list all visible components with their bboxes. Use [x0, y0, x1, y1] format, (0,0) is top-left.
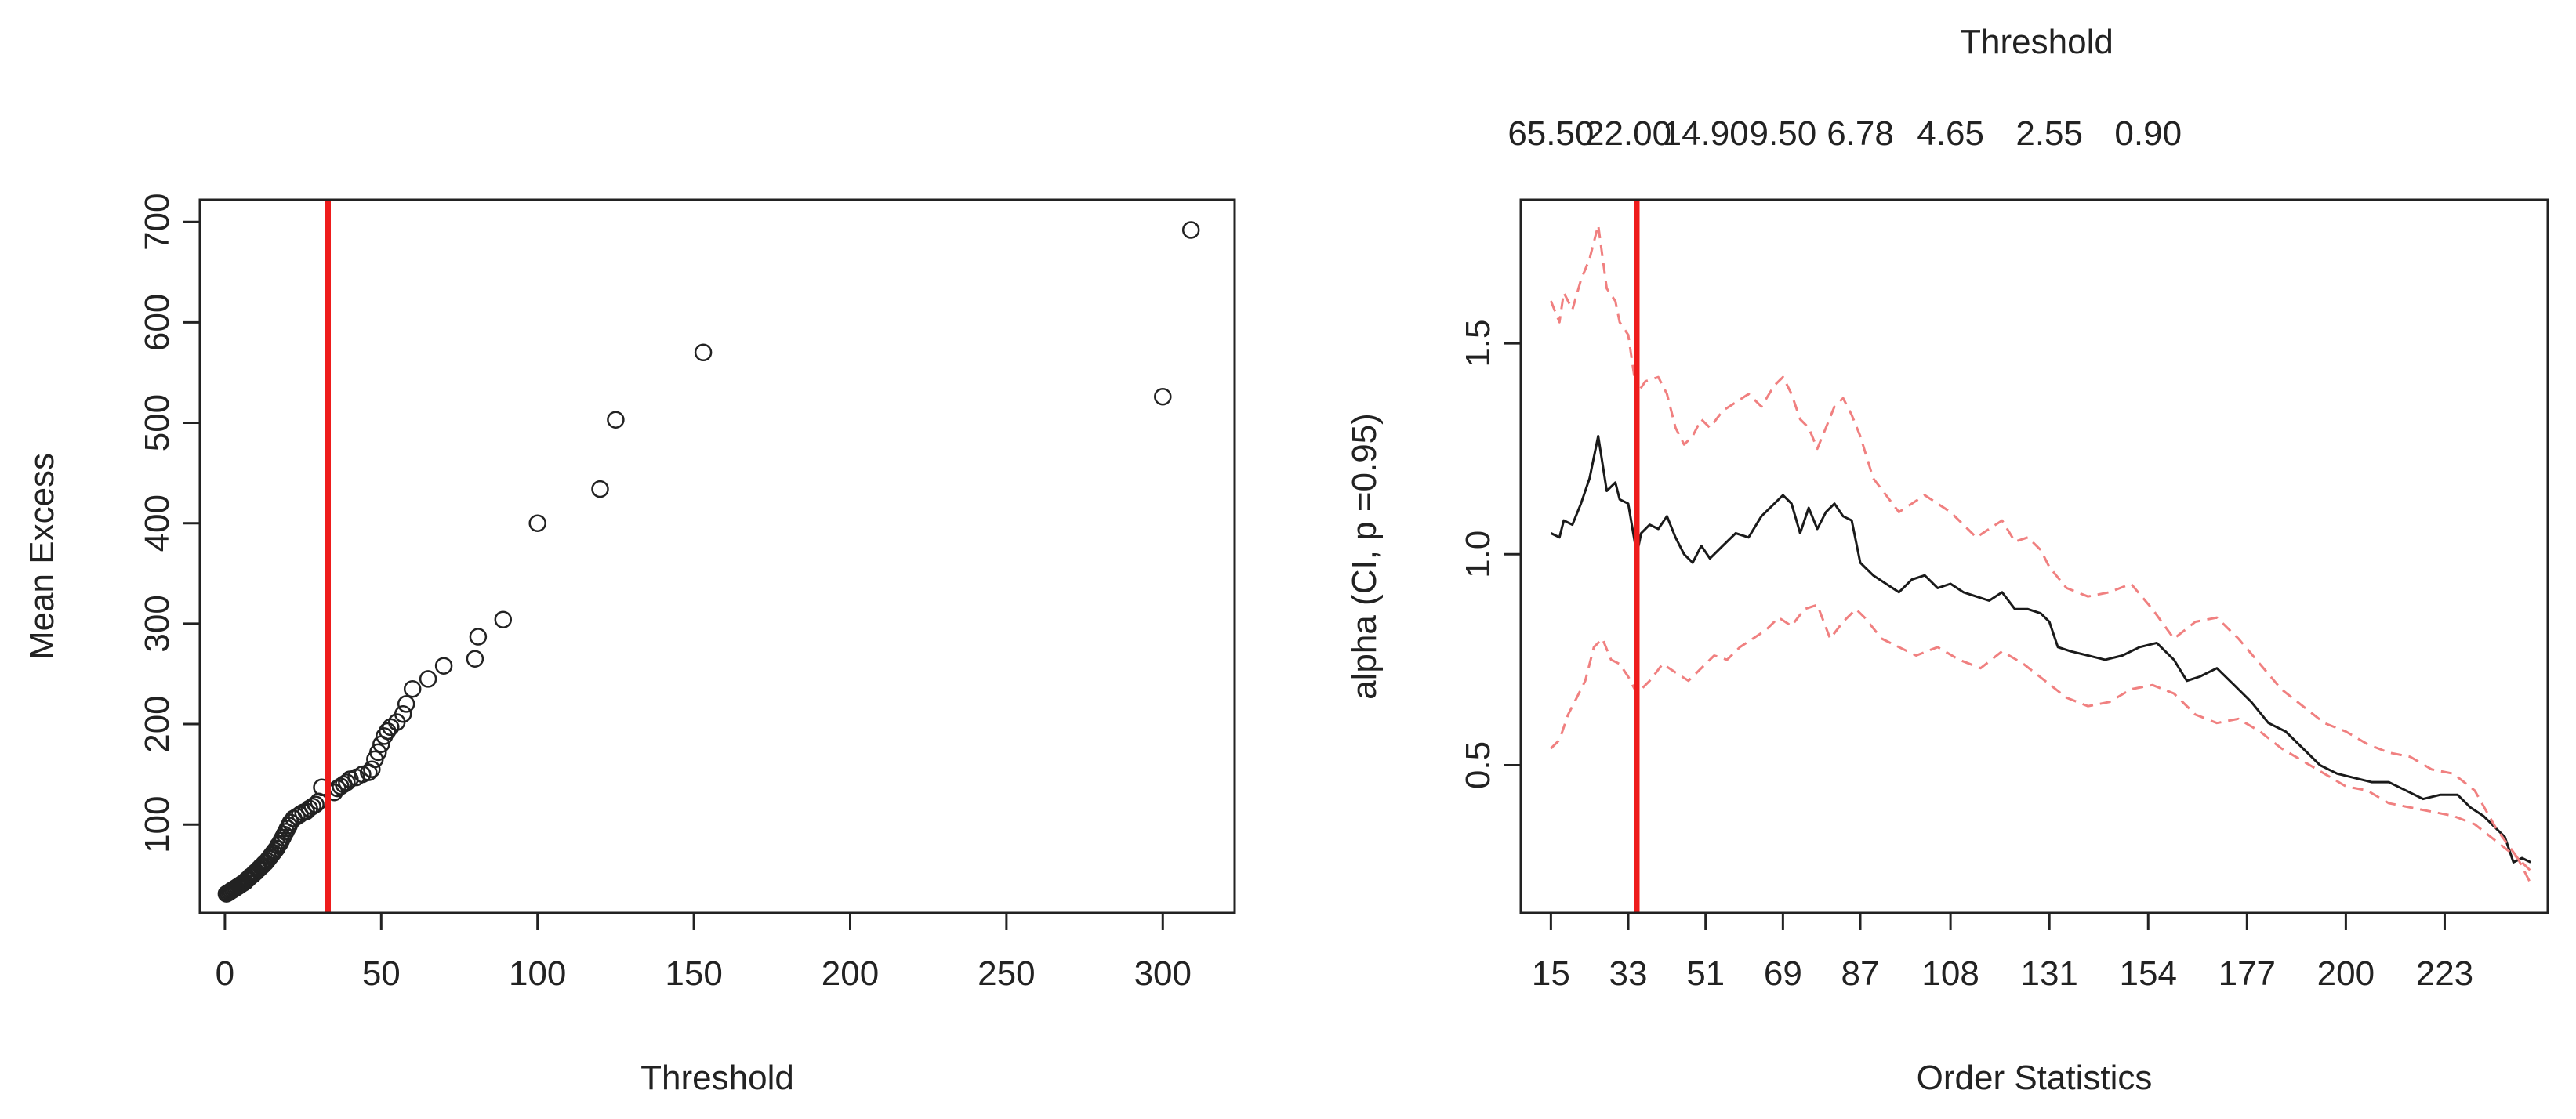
right-top-tick-label: 14.90: [1663, 114, 1749, 153]
right-y-tick-label: 0.5: [1459, 741, 1497, 789]
left-y-tick-label: 600: [138, 294, 176, 351]
hill-series-estimate: [1550, 435, 2531, 864]
mean-excess-point: [434, 657, 453, 675]
right-top-tick-label: 4.65: [1917, 114, 1984, 153]
mean-excess-point: [382, 718, 400, 737]
left-x-tick-label: 100: [509, 954, 566, 993]
left-x-tick-label: 250: [978, 954, 1035, 993]
right-plot-frame: [1519, 198, 2549, 914]
left-x-tick-label: 0: [216, 954, 234, 993]
mean-excess-point: [307, 795, 325, 813]
right-y-tick-label: 1.5: [1459, 319, 1497, 367]
left-x-ticks: 0 50 100 150 200 250 300: [216, 913, 1192, 993]
left-y-tick-label: 100: [138, 796, 176, 853]
right-x-tick-label: 69: [1764, 954, 1802, 993]
right-x-tick-label: 15: [1532, 954, 1570, 993]
right-y-axis-label: alpha (CI, p =0.95): [1345, 413, 1384, 700]
right-top-tick-label: 6.78: [1827, 114, 1894, 153]
mean-excess-point: [466, 650, 484, 668]
right-top-tick-label: 0.90: [2114, 114, 2182, 153]
left-y-tick-label: 200: [138, 695, 176, 752]
mean-excess-point: [403, 679, 422, 698]
right-x-ticks: 15 33 51 69 87 108 131 154 177 200 223: [1532, 913, 2473, 993]
left-y-tick-label: 500: [138, 394, 176, 451]
right-top-tick-label: 2.55: [2015, 114, 2083, 153]
right-x-tick-label: 223: [2416, 954, 2473, 993]
mean-excess-point: [363, 760, 381, 778]
left-x-tick-label: 300: [1134, 954, 1192, 993]
right-x-tick-label: 108: [1921, 954, 1979, 993]
mean-excess-point: [394, 704, 412, 723]
mean-excess-point: [1181, 221, 1200, 239]
right-x-tick-label: 51: [1686, 954, 1725, 993]
mean-excess-point: [591, 480, 609, 498]
left-y-ticks: 100 200 300 400 500 600 700: [138, 193, 200, 853]
mean-excess-point: [607, 411, 625, 429]
mean-excess-point: [303, 797, 321, 816]
right-x-tick-label: 154: [2120, 954, 2177, 993]
right-y-ticks: 0.5 1.0 1.5: [1459, 319, 1521, 789]
right-x-tick-label: 131: [2020, 954, 2077, 993]
left-y-tick-label: 300: [138, 595, 176, 652]
left-plot-frame: [198, 198, 1236, 914]
left-x-tick-label: 50: [362, 954, 401, 993]
right-y-tick-label: 1.0: [1459, 531, 1497, 578]
mean-excess-points: [217, 221, 1200, 903]
mean-excess-panel: 0 50 100 150 200 250 300 100 200 300 400 500 600 700…: [23, 193, 1236, 1097]
right-x-tick-label: 177: [2219, 954, 2276, 993]
mean-excess-point: [397, 695, 415, 713]
left-x-axis-label: Threshold: [640, 1059, 794, 1097]
left-y-tick-label: 700: [138, 193, 176, 250]
left-x-tick-label: 200: [822, 954, 879, 993]
right-top-tick-label: 22.00: [1585, 114, 1671, 153]
mean-excess-point: [338, 773, 356, 791]
mean-excess-point: [369, 743, 387, 762]
mean-excess-point: [528, 514, 546, 532]
mean-excess-point: [1154, 387, 1172, 406]
right-x-tick-label: 33: [1609, 954, 1648, 993]
mean-excess-point: [469, 628, 488, 646]
right-top-tick-label: 9.50: [1750, 114, 1817, 153]
mean-excess-point: [694, 343, 713, 362]
left-y-tick-label: 400: [138, 494, 176, 552]
right-x-axis-label: Order Statistics: [1917, 1059, 2153, 1097]
hill-plot-panel: 15 33 51 69 87 108 131 154 177 200 223 0.5 1.0 1.5 6…: [1345, 23, 2549, 1097]
hill-series-upper-ci: [1550, 223, 2532, 872]
right-top-axis-label: Threshold: [1960, 23, 2113, 61]
mean-excess-point: [494, 610, 513, 628]
right-top-tick-label: 65.50: [1508, 114, 1594, 153]
right-x-tick-label: 87: [1841, 954, 1880, 993]
left-y-axis-label: Mean Excess: [23, 453, 61, 660]
left-x-tick-label: 150: [665, 954, 722, 993]
right-x-tick-label: 200: [2317, 954, 2375, 993]
mean-excess-point: [419, 670, 437, 688]
mean-excess-point: [379, 722, 397, 741]
